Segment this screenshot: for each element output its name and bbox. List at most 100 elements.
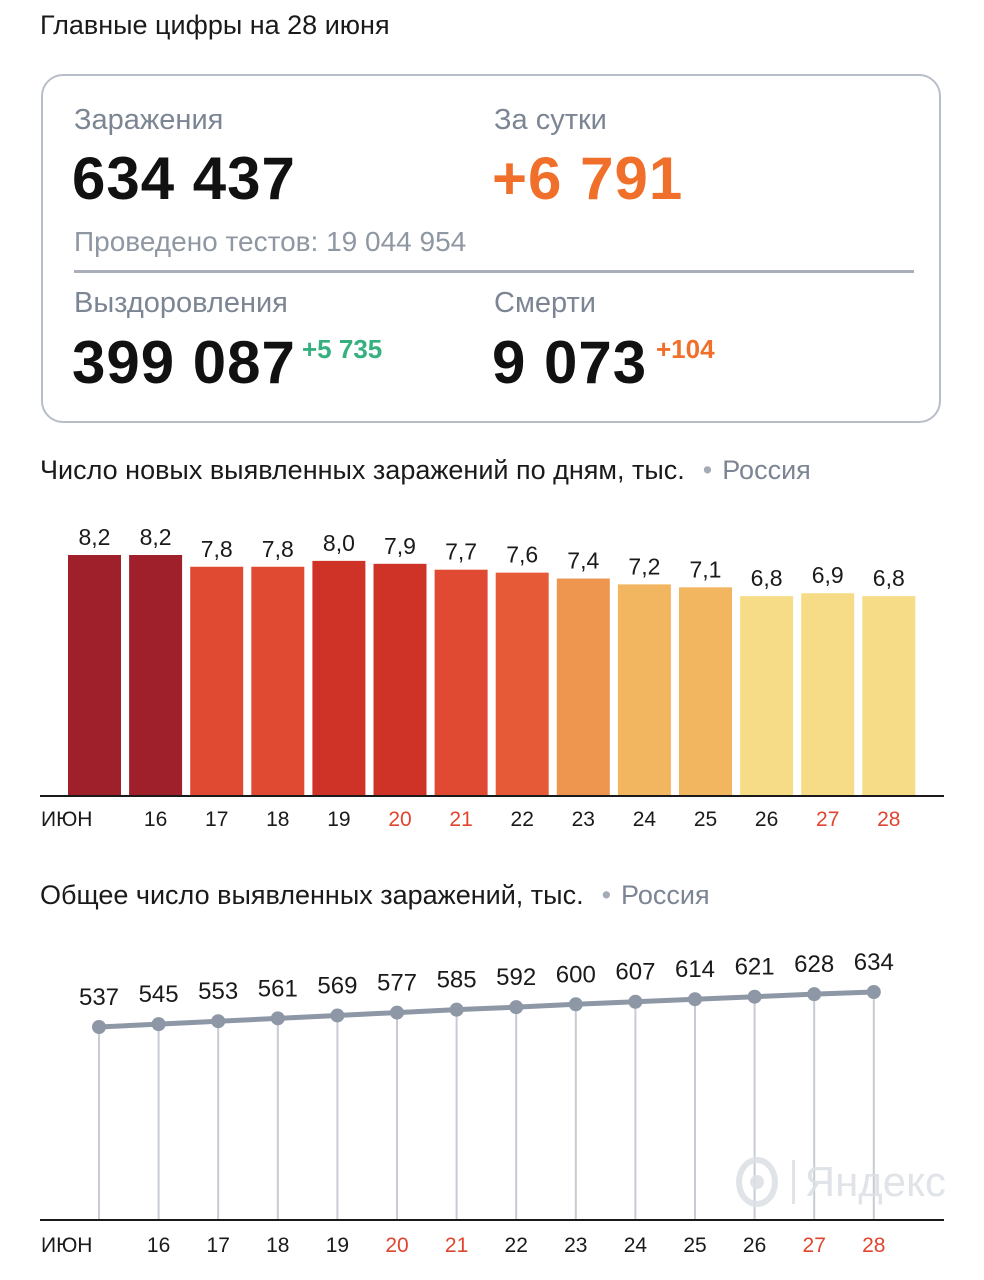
yandex-watermark: Яндекс bbox=[736, 1150, 946, 1214]
data-point bbox=[270, 1011, 285, 1026]
x-tick-label: 17 bbox=[207, 1234, 230, 1257]
data-point bbox=[568, 997, 583, 1012]
daily-bar-chart: 8,2 8,2 7,8 7,8 8,0 7,9 7,7 7,6 7,4 7,2 7,1 6,8 6,9 6… bbox=[40, 524, 944, 831]
bar-value-label: 8,2 bbox=[140, 524, 172, 550]
yandex-logo-icon bbox=[736, 1157, 778, 1207]
bar-value-label: 8,0 bbox=[323, 530, 355, 556]
x-tick-label: 25 bbox=[694, 808, 717, 831]
bar bbox=[679, 587, 732, 796]
bar-value-label: 6,8 bbox=[751, 565, 783, 591]
x-tick-label: 24 bbox=[633, 808, 657, 831]
daily-chart-title: Число новых выявленных заражений по дням… bbox=[40, 455, 811, 486]
x-tick-label: 23 bbox=[564, 1234, 587, 1257]
x-tick-label: 24 bbox=[624, 1234, 648, 1257]
x-tick-label: 27 bbox=[816, 808, 839, 831]
data-point bbox=[449, 1002, 464, 1017]
deaths-value: 9 073 bbox=[492, 329, 648, 396]
data-point bbox=[807, 987, 822, 1002]
bar-value-label: 7,9 bbox=[384, 533, 416, 559]
bar-value-label: 7,4 bbox=[567, 548, 599, 574]
point-value-label: 569 bbox=[317, 972, 357, 999]
point-value-label: 553 bbox=[198, 978, 238, 1005]
point-value-label: 585 bbox=[437, 967, 477, 994]
bar bbox=[251, 566, 305, 796]
region-filter[interactable]: Россия bbox=[621, 880, 710, 910]
data-point bbox=[211, 1014, 226, 1029]
point-value-label: 577 bbox=[377, 970, 417, 997]
data-point bbox=[866, 985, 881, 999]
region-dot: • bbox=[601, 880, 612, 910]
x-tick-label: 27 bbox=[803, 1234, 826, 1257]
tests-count: Проведено тестов: 19 044 954 bbox=[74, 226, 467, 257]
bar-value-label: 6,8 bbox=[873, 565, 905, 591]
daily-label: За сутки bbox=[494, 104, 607, 136]
point-value-label: 614 bbox=[675, 956, 715, 983]
x-tick-label: 28 bbox=[862, 1234, 885, 1257]
x-tick-label: 16 bbox=[144, 808, 167, 831]
bar bbox=[373, 563, 427, 796]
data-point bbox=[390, 1005, 404, 1020]
data-point bbox=[509, 1000, 524, 1015]
region-filter[interactable]: Россия bbox=[722, 455, 811, 485]
point-value-label: 621 bbox=[735, 954, 775, 981]
total-chart-title: Общее число выявленных заражений, тыс. • Р… bbox=[40, 880, 710, 911]
deaths-delta: +104 bbox=[656, 334, 715, 364]
total-line-chart: 537 545 553 561 569 577 585 592 600 607 614 621 628 6… bbox=[40, 949, 944, 1257]
bar bbox=[740, 596, 794, 796]
x-tick-label: ИЮН bbox=[41, 1234, 92, 1257]
data-point bbox=[747, 989, 762, 1004]
x-tick-label: 19 bbox=[327, 808, 350, 831]
bar bbox=[434, 569, 488, 796]
point-value-label: 607 bbox=[615, 959, 655, 986]
x-tick-label: 19 bbox=[326, 1234, 349, 1257]
point-value-label: 600 bbox=[556, 961, 596, 988]
x-tick-label: 18 bbox=[266, 1234, 289, 1257]
infections-label: Заражения bbox=[74, 104, 224, 136]
data-point bbox=[330, 1008, 345, 1023]
x-tick-label: 22 bbox=[511, 808, 534, 831]
page-title: Главные цифры на 28 июня bbox=[40, 10, 390, 40]
bar bbox=[129, 555, 183, 796]
deaths-label: Смерти bbox=[494, 287, 596, 319]
x-tick-label: 21 bbox=[449, 808, 472, 831]
x-tick-label: 25 bbox=[683, 1234, 706, 1257]
data-point bbox=[151, 1017, 166, 1032]
bar-value-label: 8,2 bbox=[79, 524, 111, 550]
x-tick-label: 17 bbox=[205, 808, 228, 831]
point-value-label: 592 bbox=[496, 964, 536, 991]
infections-value: 634 437 bbox=[72, 145, 296, 212]
recoveries-label: Выздоровления bbox=[74, 287, 288, 319]
bar bbox=[68, 555, 121, 796]
recoveries-delta: +5 735 bbox=[302, 334, 383, 364]
data-point bbox=[688, 992, 702, 1007]
daily-value: +6 791 bbox=[492, 145, 684, 212]
bar-value-label: 7,8 bbox=[262, 536, 294, 562]
total-line bbox=[96, 989, 877, 1030]
x-tick-label: 26 bbox=[743, 1234, 766, 1257]
bar-value-label: 7,7 bbox=[445, 539, 477, 565]
bar bbox=[617, 584, 671, 796]
card-divider bbox=[74, 270, 914, 273]
bar-value-label: 7,8 bbox=[201, 536, 233, 562]
x-tick-label: 20 bbox=[388, 808, 411, 831]
data-point bbox=[92, 1020, 106, 1034]
region-dot: • bbox=[702, 455, 713, 485]
summary-card: Заражения 634 437 За сутки +6 791 Провед… bbox=[41, 74, 941, 423]
bar-value-label: 7,2 bbox=[628, 553, 660, 579]
data-point bbox=[628, 994, 643, 1009]
recoveries-value: 399 087 bbox=[72, 329, 296, 396]
bar-value-label: 7,1 bbox=[690, 556, 722, 582]
point-value-label: 628 bbox=[794, 951, 834, 978]
x-tick-label: 21 bbox=[445, 1234, 468, 1257]
x-tick-label: 26 bbox=[755, 808, 778, 831]
bar bbox=[495, 572, 549, 796]
x-tick-label: ИЮН bbox=[41, 808, 92, 831]
bar bbox=[190, 566, 244, 796]
daily-chart-title-text: Число новых выявленных заражений по дням… bbox=[40, 455, 685, 485]
point-value-label: 545 bbox=[139, 981, 179, 1008]
bar bbox=[862, 596, 916, 796]
point-value-label: 634 bbox=[854, 949, 894, 976]
x-tick-label: 28 bbox=[877, 808, 900, 831]
point-value-label: 561 bbox=[258, 975, 298, 1002]
x-tick-label: 18 bbox=[266, 808, 289, 831]
